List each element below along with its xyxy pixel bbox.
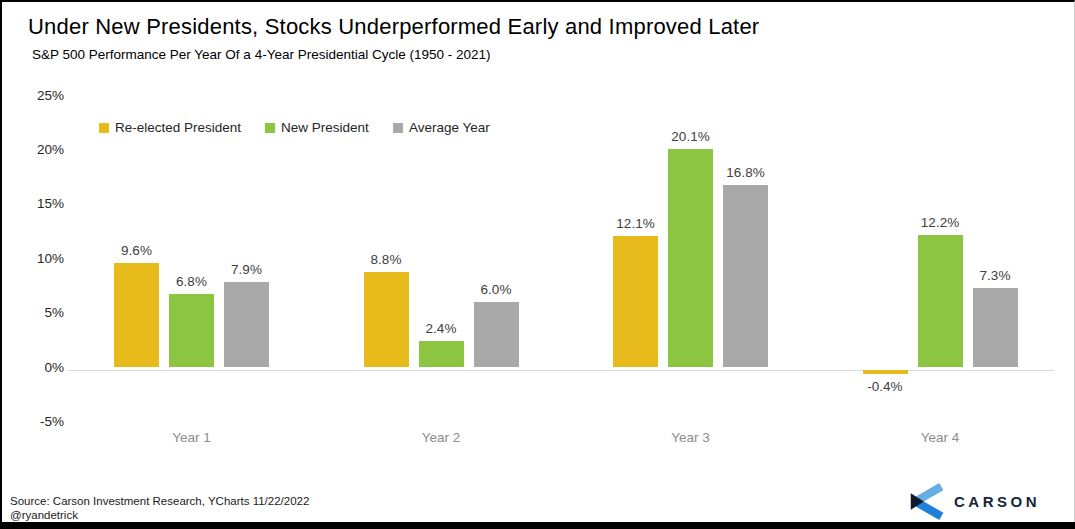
x-axis-category-label: Year 3 [613, 430, 768, 445]
y-axis-tick: -5% [20, 414, 64, 429]
data-label: 12.2% [895, 215, 985, 230]
data-label: 9.6% [92, 243, 182, 258]
y-axis-tick: 25% [20, 88, 64, 103]
bar-average-year-year-4 [973, 288, 1018, 367]
data-label: -0.4% [840, 379, 930, 394]
source-block: Source: Carson Investment Research, YCha… [10, 494, 309, 522]
data-label: 7.3% [950, 268, 1040, 283]
bar-average-year-year-2 [474, 302, 519, 367]
x-axis-category-label: Year 4 [863, 430, 1018, 445]
brand-name: CARSON [954, 493, 1040, 510]
data-label: 20.1% [646, 129, 736, 144]
bar-re-elected-president-year-4 [863, 370, 908, 374]
data-label: 6.0% [451, 282, 541, 297]
brand-logo: CARSON [908, 483, 1040, 520]
data-label: 16.8% [701, 165, 791, 180]
bar-re-elected-president-year-3 [613, 236, 658, 368]
data-label: 12.1% [591, 216, 681, 231]
data-label: 2.4% [396, 321, 486, 336]
y-axis-tick: 20% [20, 142, 64, 157]
chart-frame: Under New Presidents, Stocks Underperfor… [0, 0, 1075, 529]
bar-new-president-year-1 [169, 294, 214, 368]
carson-chevron-icon [908, 483, 945, 520]
x-axis-category-label: Year 2 [364, 430, 519, 445]
source-handle: @ryandetrick [10, 508, 309, 522]
bar-average-year-year-1 [224, 282, 269, 368]
y-axis-tick: 5% [20, 305, 64, 320]
y-axis-tick: 10% [20, 251, 64, 266]
bar-new-president-year-4 [918, 235, 963, 368]
x-axis-category-label: Year 1 [114, 430, 269, 445]
y-axis-tick: 15% [20, 196, 64, 211]
bar-new-president-year-3 [668, 149, 713, 367]
data-label: 8.8% [341, 252, 431, 267]
bar-re-elected-president-year-2 [364, 272, 409, 368]
data-label: 7.9% [202, 262, 292, 277]
bar-new-president-year-2 [419, 341, 464, 367]
y-axis-tick: 0% [20, 360, 64, 375]
bar-average-year-year-3 [723, 185, 768, 368]
bottom-bar [2, 522, 1075, 529]
source-text: Source: Carson Investment Research, YCha… [10, 494, 309, 508]
plot-area: 25%20%15%10%5%0%-5%9.6%6.8%7.9%Year 18.8… [2, 2, 1075, 472]
